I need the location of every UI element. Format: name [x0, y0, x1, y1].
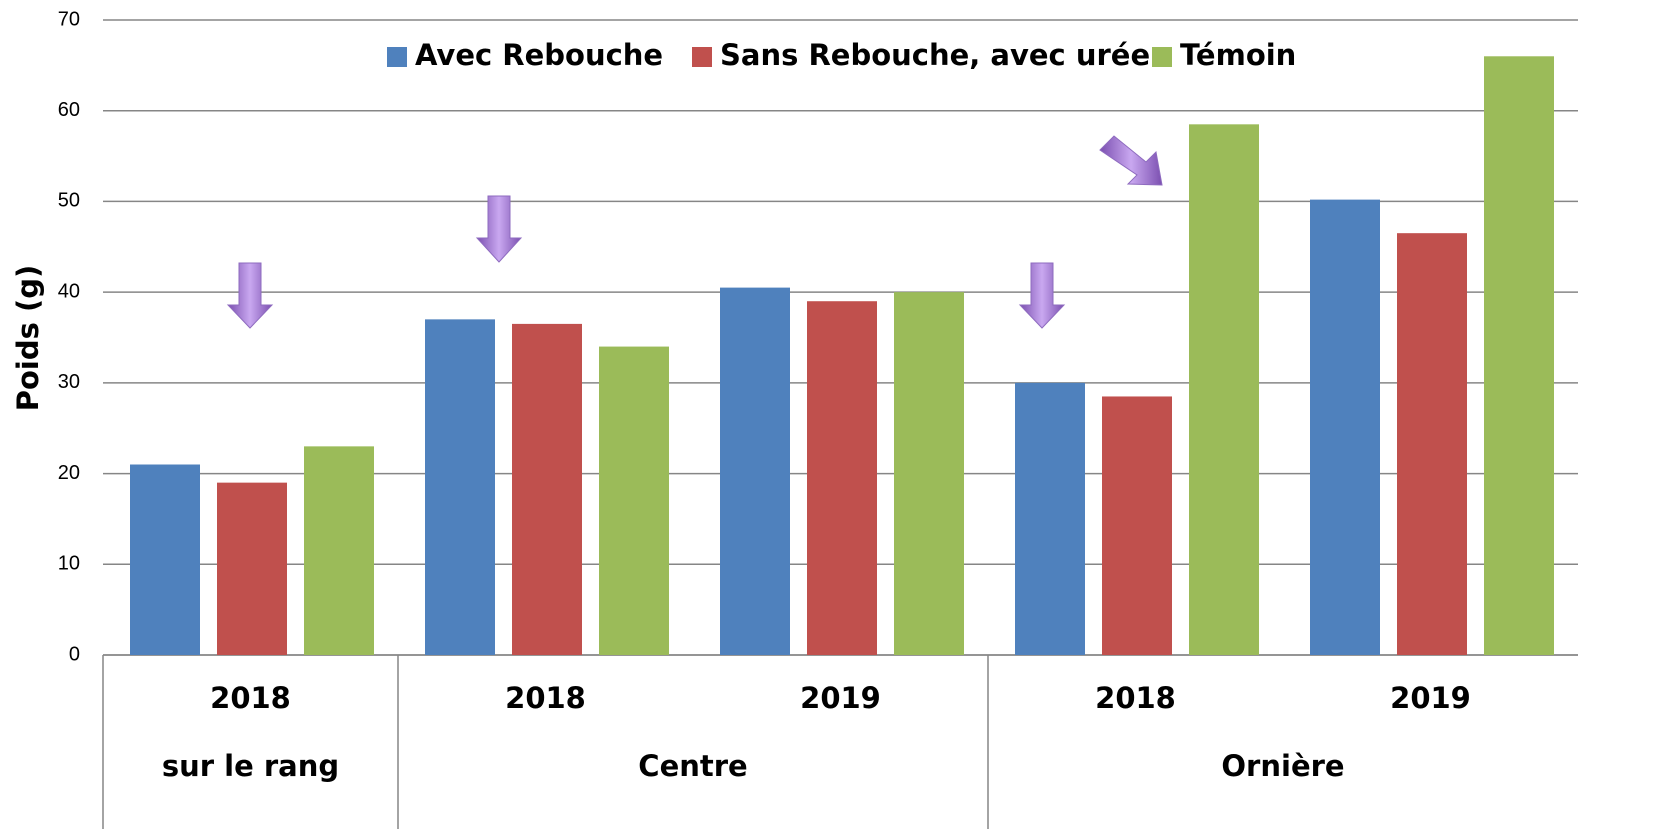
bar [1310, 200, 1380, 655]
arrow [1020, 263, 1064, 328]
page: Poids (g) 0 10 20 30 40 50 60 70 2018 sur le rang… [0, 0, 1659, 834]
bar [1102, 396, 1172, 655]
y-tick-label: 10 [58, 553, 80, 575]
y-tick-label: 70 [58, 8, 80, 30]
legend-swatch [1152, 47, 1172, 67]
bar [894, 292, 964, 655]
y-axis-label: Poids (g) [11, 265, 45, 412]
y-tick-label: 50 [58, 190, 80, 212]
bar [599, 347, 669, 655]
group-label: sur le rang [162, 749, 339, 783]
legend-label: Sans Rebouche, avec urée [720, 38, 1150, 72]
arrow [1100, 136, 1162, 185]
x-tick-label: 2018 [210, 681, 291, 715]
y-tick-label: 40 [58, 280, 80, 302]
legend-swatch [692, 47, 712, 67]
bar [512, 324, 582, 655]
bar [1015, 383, 1085, 655]
bar [1484, 56, 1554, 655]
bar [130, 465, 200, 656]
x-tick-label: 2019 [800, 681, 881, 715]
bar [720, 288, 790, 655]
bar [1189, 124, 1259, 655]
group-label: Centre [638, 749, 747, 783]
y-tick-label: 20 [58, 462, 80, 484]
y-tick-label: 60 [58, 99, 80, 121]
bar [1397, 233, 1467, 655]
group-label: Ornière [1221, 749, 1344, 783]
arrow [477, 196, 521, 262]
arrows [228, 136, 1162, 328]
bar [807, 301, 877, 655]
chart: Poids (g) 0 10 20 30 40 50 60 70 2018 sur le rang… [0, 0, 1659, 829]
legend-swatch [387, 47, 407, 67]
x-tick-label: 2018 [1095, 681, 1176, 715]
x-tick-label: 2018 [505, 681, 586, 715]
x-tick-label: 2019 [1390, 681, 1471, 715]
bar [217, 483, 287, 655]
y-tick-label: 0 [69, 643, 80, 665]
y-tick-label: 30 [58, 371, 80, 393]
legend-label: Témoin [1180, 38, 1296, 72]
bar [304, 446, 374, 655]
bar [425, 319, 495, 655]
legend-label: Avec Rebouche [415, 38, 663, 72]
arrow [228, 263, 272, 328]
